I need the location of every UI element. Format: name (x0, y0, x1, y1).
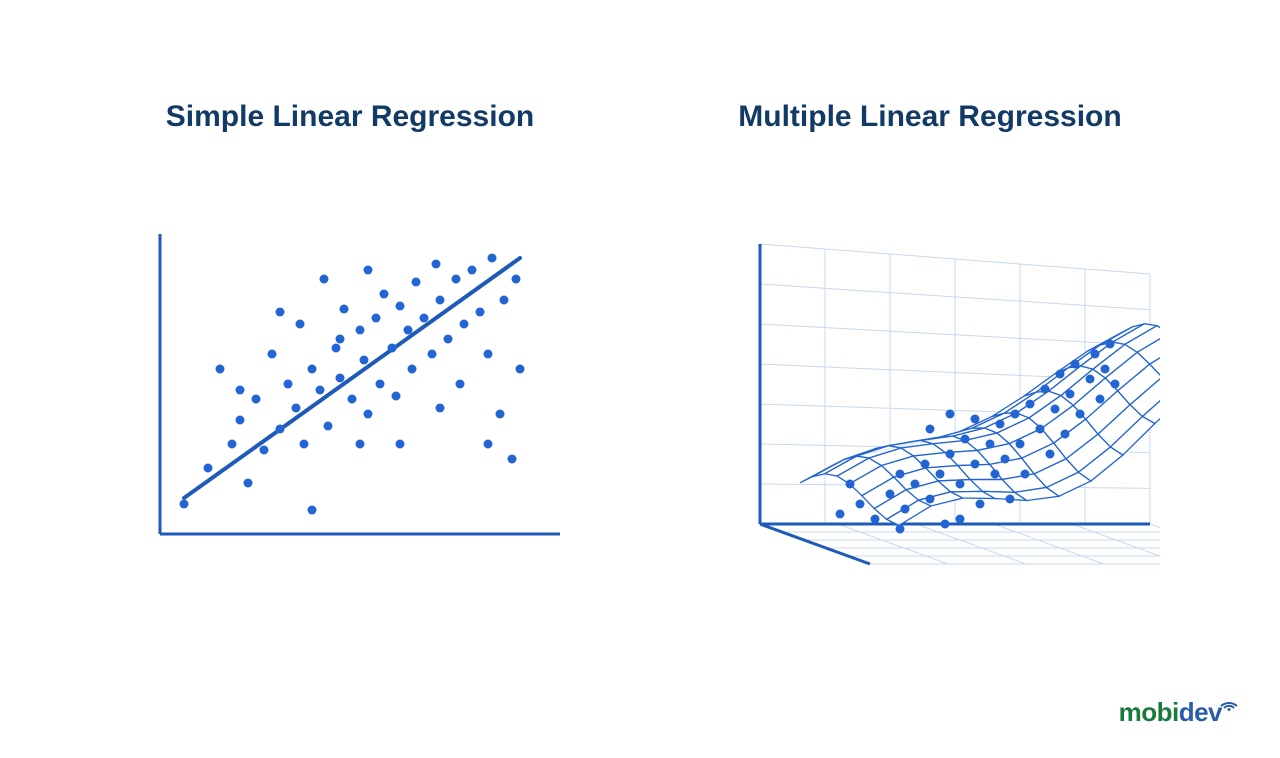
wifi-icon (1220, 687, 1238, 718)
multiple-regression-panel: Multiple Linear Regression (660, 100, 1200, 574)
logo-part2: dev (1179, 697, 1222, 727)
simple-regression-panel: Simple Linear Regression (80, 100, 620, 574)
simple-regression-title: Simple Linear Regression (166, 100, 534, 134)
multiple-regression-chart (700, 214, 1160, 574)
simple-regression-chart (120, 214, 580, 574)
mobidev-logo: mobidev (1119, 697, 1240, 728)
multiple-regression-title: Multiple Linear Regression (738, 100, 1121, 134)
logo-part1: mobi (1119, 697, 1179, 727)
